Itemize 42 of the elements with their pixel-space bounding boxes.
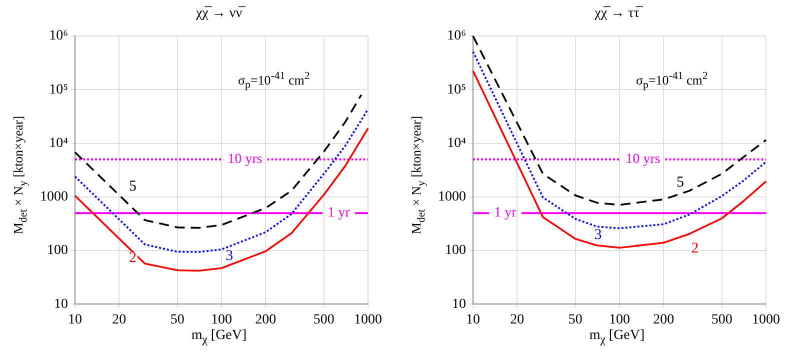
y-tick-label: 10⁴ xyxy=(447,136,466,151)
y-tick-label: 10⁶ xyxy=(49,28,68,44)
x-tick-label: 100 xyxy=(609,312,630,328)
y-tick-label: 10 xyxy=(54,296,68,312)
x-tick-label: 1000 xyxy=(354,312,382,328)
x-tick-label: 100 xyxy=(211,312,232,328)
ref-line-label: 1 yr xyxy=(494,206,517,221)
chart-title: χχ̅ → νν̅ xyxy=(194,6,246,22)
y-tick-label: 10⁵ xyxy=(49,82,68,98)
y-tick-label: 100 xyxy=(445,243,466,258)
x-tick-label: 10 xyxy=(466,312,480,328)
x-tick-label: 1000 xyxy=(752,312,780,328)
x-tick-label: 10 xyxy=(68,312,82,328)
x-tick-label: 20 xyxy=(112,312,126,328)
annotation: σ$_{p}$=10$^{-41}$ cm$^{2}$ xyxy=(238,70,310,91)
y-tick-label: 10⁴ xyxy=(49,136,68,151)
series-label: 2 xyxy=(691,240,699,257)
annotation: σ$_{p}$=10$^{-41}$ cm$^{2}$ xyxy=(636,70,708,91)
series-label: 2 xyxy=(129,250,137,266)
y-tick-label: 1000 xyxy=(40,190,68,205)
series-label: 5 xyxy=(676,174,684,190)
x-tick-label: 500 xyxy=(313,312,334,328)
series-label: 3 xyxy=(594,227,602,244)
x-tick-label: 50 xyxy=(568,312,582,328)
x-tick-label: 200 xyxy=(255,312,276,328)
series-label: 5 xyxy=(129,178,137,195)
y-tick-label: 1000 xyxy=(438,190,466,205)
x-axis-title: m$_{χ}$ [GeV] xyxy=(588,328,646,346)
x-tick-label: 500 xyxy=(711,312,732,328)
x-tick-label: 50 xyxy=(170,312,184,328)
x-tick-label: 20 xyxy=(510,312,524,328)
y-tick-label: 10⁶ xyxy=(447,28,466,44)
series-label: 3 xyxy=(226,248,234,264)
y-tick-label: 100 xyxy=(47,243,68,258)
ref-line-label: 10 yrs xyxy=(228,152,262,168)
ref-line-label: 10 yrs xyxy=(626,152,660,168)
y-tick-label: 10 xyxy=(452,296,466,312)
y-tick-label: 10⁵ xyxy=(447,82,466,98)
ref-line-label: 1 yr xyxy=(328,206,350,221)
chart-title: χχ̅ → ττ̅ xyxy=(594,6,644,22)
x-axis-title: m$_{χ}$ [GeV] xyxy=(190,328,248,346)
x-tick-label: 200 xyxy=(653,312,674,328)
